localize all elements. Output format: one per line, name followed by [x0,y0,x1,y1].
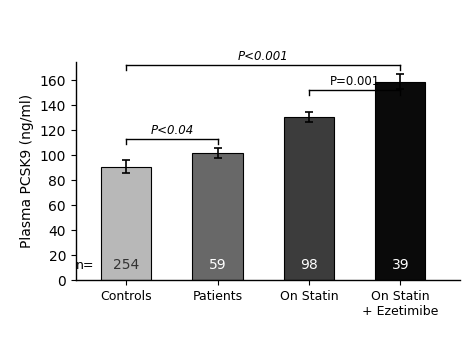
Text: P<0.001: P<0.001 [238,50,289,63]
Text: P=0.001: P=0.001 [329,76,380,89]
Text: 254: 254 [113,258,139,272]
Text: n=: n= [76,259,95,272]
Bar [192,153,243,280]
Text: P<0.04: P<0.04 [150,124,193,137]
Text: 98: 98 [300,258,318,272]
Bar [284,117,334,280]
Bar [101,167,151,280]
Y-axis label: Plasma PCSK9 (ng/ml): Plasma PCSK9 (ng/ml) [20,94,34,248]
Bar [375,82,426,280]
Text: 39: 39 [392,258,409,272]
Text: 59: 59 [209,258,227,272]
